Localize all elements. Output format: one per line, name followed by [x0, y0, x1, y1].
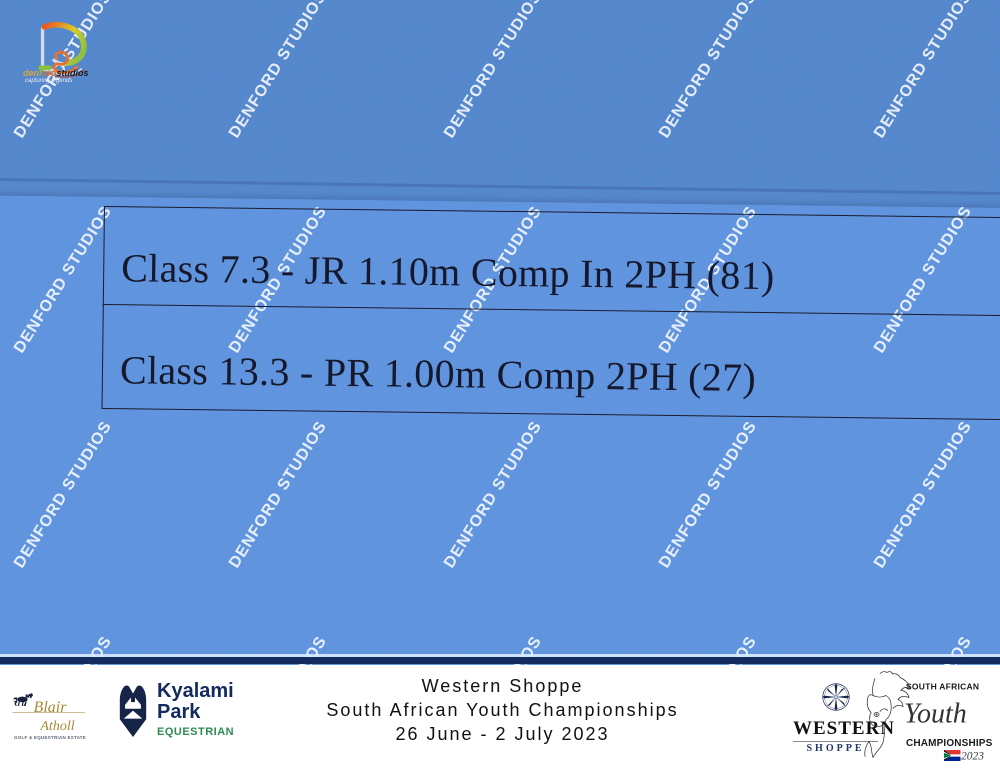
svg-text:Youth: Youth — [904, 699, 967, 730]
svg-text:Atholl: Atholl — [39, 719, 74, 734]
svg-text:2023: 2023 — [961, 751, 984, 763]
svg-text:CHAMPIONSHIPS: CHAMPIONSHIPS — [906, 738, 993, 749]
svg-text:SOUTH AFRICAN: SOUTH AFRICAN — [906, 682, 979, 692]
svg-text:GOLF & EQUESTRIAN ESTATE: GOLF & EQUESTRIAN ESTATE — [14, 735, 86, 740]
svg-text:Blair: Blair — [34, 699, 68, 716]
